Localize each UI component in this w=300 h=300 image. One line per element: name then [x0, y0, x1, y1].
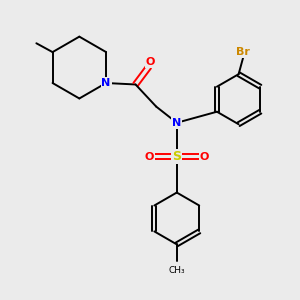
Text: S: S — [172, 150, 181, 163]
Text: O: O — [146, 57, 155, 68]
Text: Br: Br — [236, 47, 250, 57]
Text: O: O — [145, 152, 154, 162]
Text: N: N — [172, 118, 182, 128]
Text: CH₃: CH₃ — [169, 266, 185, 274]
Text: O: O — [200, 152, 209, 162]
Text: N: N — [101, 78, 111, 88]
